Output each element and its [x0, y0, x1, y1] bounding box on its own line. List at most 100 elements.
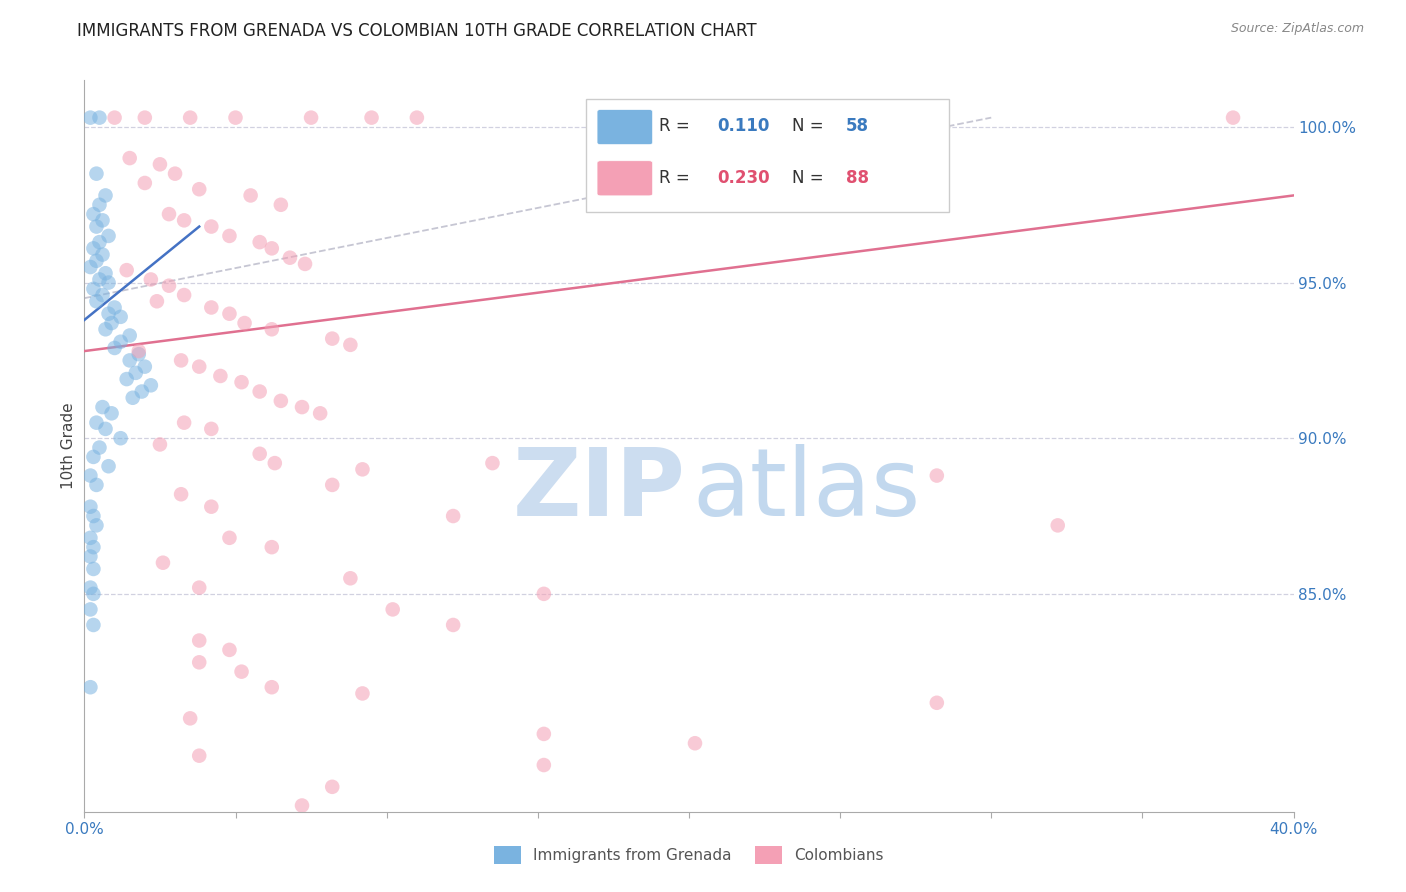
Point [128, 344, 150, 359]
Point [170, 487, 193, 501]
Point [441, 618, 464, 632]
Point [86, 416, 108, 430]
Point [146, 294, 169, 309]
Point [179, 111, 201, 125]
Point [263, 456, 285, 470]
Point [82, 587, 104, 601]
Point [225, 111, 247, 125]
Point [82, 618, 104, 632]
Point [82, 207, 104, 221]
Point [110, 431, 132, 445]
Point [110, 334, 132, 349]
Point [89, 441, 111, 455]
Point [339, 338, 361, 352]
Point [91, 288, 114, 302]
Point [441, 509, 464, 524]
Point [89, 235, 111, 249]
Point [79, 549, 101, 564]
Point [149, 157, 172, 171]
Point [209, 368, 232, 383]
Point [173, 288, 195, 302]
Point [270, 393, 292, 408]
Point [82, 450, 104, 464]
Point [79, 260, 101, 274]
Point [321, 332, 343, 346]
Point [79, 531, 101, 545]
Point [97, 459, 120, 474]
Point [200, 219, 222, 234]
Point [97, 276, 120, 290]
Point [86, 253, 108, 268]
Point [121, 391, 143, 405]
Point [89, 272, 111, 286]
Point [82, 509, 104, 524]
Point [97, 307, 120, 321]
Point [231, 665, 253, 679]
Point [94, 188, 117, 202]
Point [352, 462, 374, 476]
Text: ZIP: ZIP [512, 444, 685, 536]
Point [157, 207, 180, 221]
Point [104, 111, 127, 125]
Point [188, 581, 211, 595]
Point [110, 310, 132, 324]
Point [91, 400, 114, 414]
Point [173, 416, 195, 430]
Text: R =: R = [659, 118, 695, 136]
Point [260, 241, 283, 255]
Point [94, 422, 117, 436]
Point [299, 111, 322, 125]
Point [179, 711, 201, 725]
Point [188, 748, 211, 763]
Point [118, 353, 141, 368]
Text: 0.110: 0.110 [717, 118, 769, 136]
Text: 88: 88 [846, 169, 869, 186]
Point [152, 556, 174, 570]
Point [218, 307, 240, 321]
Point [86, 219, 108, 234]
Point [89, 198, 111, 212]
Point [481, 456, 503, 470]
Point [82, 282, 104, 296]
Text: Source: ZipAtlas.com: Source: ZipAtlas.com [1230, 22, 1364, 36]
Point [339, 571, 361, 585]
Point [82, 562, 104, 576]
Point [94, 266, 117, 280]
Point [678, 111, 700, 125]
Point [79, 602, 101, 616]
Text: N =: N = [792, 118, 828, 136]
Point [406, 111, 429, 125]
Point [249, 447, 271, 461]
Point [82, 540, 104, 554]
Point [165, 167, 187, 181]
Point [231, 375, 253, 389]
Point [249, 384, 271, 399]
Point [381, 602, 404, 616]
Point [188, 633, 211, 648]
Text: N =: N = [792, 169, 828, 186]
Point [170, 353, 193, 368]
Point [533, 587, 555, 601]
Point [260, 322, 283, 336]
FancyBboxPatch shape [598, 161, 652, 196]
Point [125, 366, 148, 380]
Point [1222, 111, 1244, 125]
Point [134, 359, 156, 374]
Point [118, 151, 141, 165]
Text: R =: R = [659, 169, 695, 186]
Point [321, 780, 343, 794]
Point [200, 422, 222, 436]
Point [920, 111, 942, 125]
Point [360, 111, 382, 125]
Point [139, 378, 162, 392]
Y-axis label: 10th Grade: 10th Grade [60, 402, 76, 490]
Point [173, 213, 195, 227]
Point [1046, 518, 1069, 533]
Point [79, 680, 101, 694]
Point [91, 247, 114, 261]
Point [97, 228, 120, 243]
Point [352, 686, 374, 700]
Point [157, 278, 180, 293]
Point [188, 656, 211, 670]
Point [86, 518, 108, 533]
